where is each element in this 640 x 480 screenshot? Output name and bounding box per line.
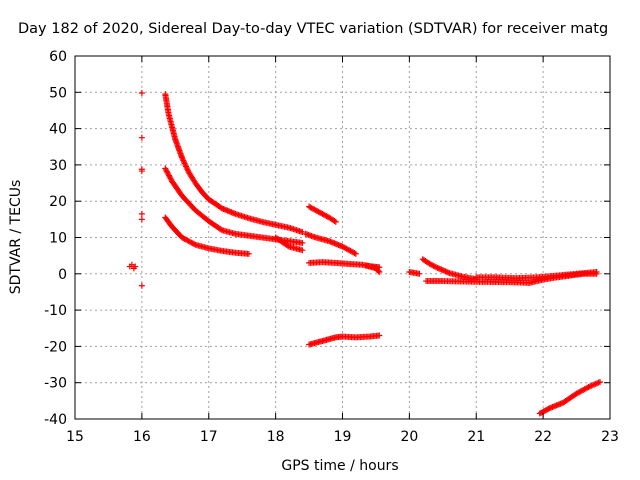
data-marker bbox=[593, 268, 600, 275]
y-tick-label: 30 bbox=[49, 158, 67, 174]
x-axis-label: GPS time / hours bbox=[281, 458, 398, 474]
y-tick-label: 40 bbox=[49, 122, 67, 138]
x-tick-label: 19 bbox=[334, 429, 352, 445]
x-tick-label: 20 bbox=[400, 429, 418, 445]
data-marker bbox=[191, 241, 198, 248]
data-marker bbox=[299, 229, 306, 236]
series-arc-a bbox=[162, 91, 306, 236]
series-arc-e bbox=[306, 203, 339, 225]
data-marker bbox=[376, 264, 383, 271]
grid bbox=[75, 56, 610, 419]
series-arc-n bbox=[536, 378, 603, 417]
y-tick-label: -30 bbox=[44, 376, 67, 392]
y-tick-label: 20 bbox=[49, 194, 67, 210]
data-marker bbox=[596, 378, 603, 385]
data-marker bbox=[299, 239, 306, 246]
x-tick-label: 18 bbox=[267, 429, 285, 445]
data-marker bbox=[331, 218, 338, 225]
data-marker bbox=[416, 270, 423, 277]
series-arc-b bbox=[162, 165, 306, 246]
y-tick-label: 60 bbox=[49, 49, 67, 65]
y-tick-label: 0 bbox=[58, 267, 67, 283]
x-tick-label: 17 bbox=[200, 429, 218, 445]
y-tick-label: -20 bbox=[44, 339, 67, 355]
series-arc-i bbox=[306, 332, 383, 348]
data-marker bbox=[352, 250, 359, 257]
data-marker bbox=[431, 263, 438, 270]
data-marker bbox=[351, 250, 358, 257]
series-arc-k bbox=[419, 256, 480, 283]
data-marker bbox=[128, 261, 135, 268]
data-marker bbox=[138, 210, 145, 217]
data-marker bbox=[138, 216, 145, 223]
series-arc-f bbox=[302, 230, 359, 257]
x-tick-label: 23 bbox=[601, 429, 619, 445]
y-axis-label: SDTVAR / TECUs bbox=[8, 180, 24, 295]
x-tick-label: 16 bbox=[133, 429, 151, 445]
y-tick-label: -10 bbox=[44, 303, 67, 319]
x-tick-label: 22 bbox=[534, 429, 552, 445]
data-marker bbox=[585, 384, 592, 391]
data-marker bbox=[138, 90, 145, 97]
axis-ticks: 15 16 17 18 19 20 21 22 23 -40 -30 -20 -10 0 10 20 30 40 5… bbox=[44, 49, 619, 445]
data-points bbox=[126, 90, 603, 417]
data-marker bbox=[217, 226, 224, 233]
series-arc-h bbox=[362, 262, 383, 271]
series-arc-j bbox=[406, 268, 423, 277]
data-marker bbox=[376, 332, 383, 339]
x-tick-label: 21 bbox=[467, 429, 485, 445]
series-isolated-points bbox=[126, 90, 145, 289]
series-arc-d bbox=[272, 234, 306, 254]
data-marker bbox=[245, 250, 252, 257]
chart-title: Day 182 of 2020, Sidereal Day-to-day VTE… bbox=[18, 21, 608, 37]
data-marker bbox=[138, 134, 145, 141]
data-marker bbox=[132, 263, 139, 270]
y-tick-label: 10 bbox=[49, 231, 67, 247]
data-marker bbox=[332, 218, 339, 225]
data-marker bbox=[284, 242, 291, 249]
series-arc-m bbox=[473, 268, 600, 282]
data-marker bbox=[138, 282, 145, 289]
series-arc-c bbox=[162, 214, 252, 257]
x-tick-label: 15 bbox=[66, 429, 84, 445]
y-tick-label: -40 bbox=[44, 412, 67, 428]
data-marker bbox=[299, 247, 306, 254]
data-marker bbox=[138, 168, 145, 175]
y-tick-label: 50 bbox=[49, 85, 67, 101]
